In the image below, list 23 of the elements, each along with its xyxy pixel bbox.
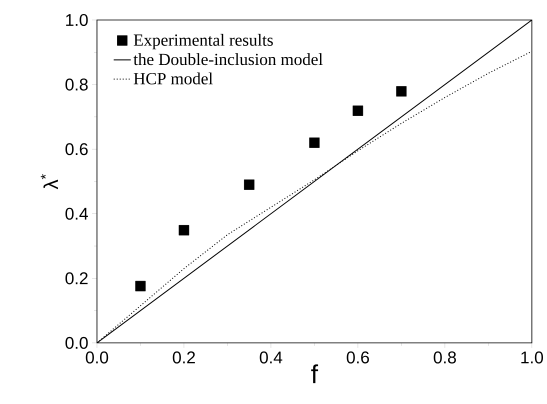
point xyxy=(135,280,146,292)
x-tick-label: 0.8 xyxy=(434,351,456,364)
x-tick-label: 0.2 xyxy=(172,351,195,364)
x-tick-label: 0.4 xyxy=(260,351,282,364)
point xyxy=(352,106,364,116)
legend-label: HCP model xyxy=(134,72,213,84)
legend-label: Experimental results xyxy=(134,34,273,50)
y-tick-label: 0.6 xyxy=(65,143,88,156)
y-axis-title: λ$^{*}$ xyxy=(40,174,58,190)
y-tick-label: 0.2 xyxy=(65,272,88,284)
x-axis-title: f xyxy=(311,364,318,384)
legend-label: the Double-inclusion model xyxy=(133,53,323,66)
x-tick-label: 1.0 xyxy=(521,351,544,364)
x-tick-label: 0.6 xyxy=(346,351,369,364)
point xyxy=(244,180,254,190)
y-tick-label: 0.8 xyxy=(65,78,88,91)
x-tick-label: 0.0 xyxy=(86,351,108,364)
y-tick-label: 0.4 xyxy=(65,208,88,220)
point xyxy=(396,86,407,97)
point xyxy=(309,138,320,148)
y-tick-label: 1.0 xyxy=(66,14,88,26)
y-tick-label: 0.0 xyxy=(65,336,88,349)
point xyxy=(178,225,190,236)
